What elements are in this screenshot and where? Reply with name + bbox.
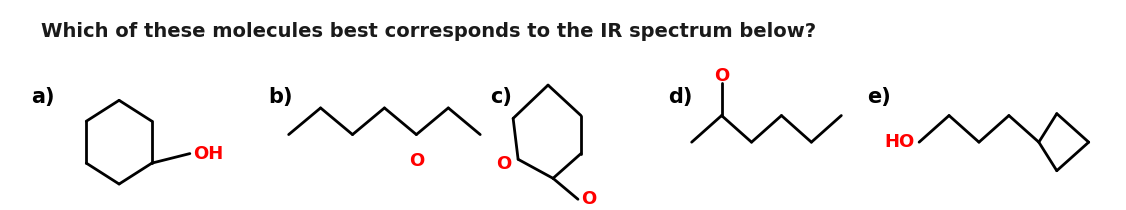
Text: a): a) (32, 87, 55, 107)
Text: OH: OH (193, 145, 223, 163)
Text: e): e) (867, 87, 891, 107)
Text: O: O (581, 190, 596, 208)
Text: O: O (497, 155, 512, 173)
Text: c): c) (490, 87, 512, 107)
Text: O: O (409, 152, 425, 170)
Text: d): d) (668, 87, 692, 107)
Text: HO: HO (884, 133, 914, 151)
Text: Which of these molecules best corresponds to the IR spectrum below?: Which of these molecules best correspond… (42, 22, 816, 41)
Text: b): b) (269, 87, 293, 107)
Text: O: O (714, 67, 730, 85)
